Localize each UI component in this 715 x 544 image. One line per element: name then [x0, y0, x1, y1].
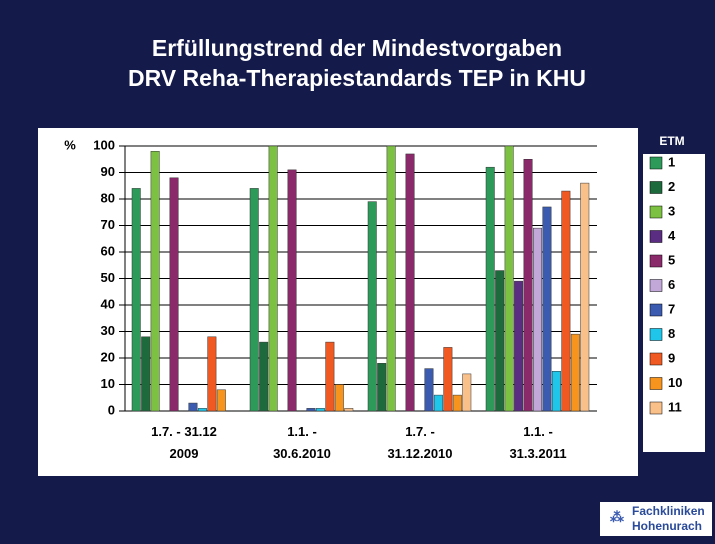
legend-label: 1: [668, 154, 675, 169]
bar: [561, 190, 571, 412]
bar: [570, 333, 580, 412]
legend-label: 4: [668, 228, 676, 243]
bar: [495, 270, 505, 412]
x-tick-label-line: 31.3.2011: [509, 446, 566, 461]
bar: [580, 182, 590, 412]
x-tick-label-line: 1.1. -: [523, 424, 553, 439]
bar: [169, 177, 179, 412]
x-tick-label: 1.7. - 31.12.2010: [387, 424, 452, 461]
legend-label: 8: [668, 326, 675, 341]
y-tick-label: 30: [101, 323, 115, 338]
legend-swatch: [649, 279, 663, 292]
legend-label: 3: [668, 203, 675, 218]
logo-text: Fachkliniken: [632, 504, 705, 518]
bar: [325, 341, 335, 412]
bar: [405, 153, 415, 412]
x-tick-label-line: 1.7. - 31.12: [151, 424, 217, 439]
bar: [259, 341, 269, 412]
bar: [424, 368, 434, 412]
legend-swatch: [649, 328, 663, 341]
legend-swatch: [649, 401, 663, 415]
bar: [377, 363, 387, 412]
bar: [268, 145, 278, 412]
y-tick-label: 60: [101, 243, 115, 258]
bar: [249, 188, 259, 412]
x-tick-label-line: 30.6.2010: [273, 446, 331, 461]
legend-label: 5: [668, 252, 675, 267]
bar: [207, 336, 217, 412]
bar: [131, 188, 141, 412]
legend-swatch: [649, 230, 663, 243]
bar: [344, 408, 354, 412]
bar: [315, 408, 325, 412]
legend-label: 9: [668, 350, 675, 365]
y-tick-label: 50: [101, 270, 115, 285]
bar: [551, 371, 561, 412]
legend-swatch: [649, 205, 663, 219]
y-tick-label: 90: [101, 164, 115, 179]
bar: [287, 169, 297, 412]
chart-title: DRV Reha-Therapiestandards TEP in KHU: [128, 65, 586, 91]
bar: [216, 389, 226, 412]
y-tick-label: 80: [101, 190, 115, 205]
bar: [542, 206, 552, 412]
y-tick-label: 20: [101, 349, 115, 364]
x-tick-label: 1.1. - 30.6.2010: [273, 424, 331, 461]
bar: [386, 145, 396, 412]
legend-label: 11: [668, 399, 682, 414]
logo-text: Hohenurach: [632, 519, 702, 533]
x-tick-label: 1.7. - 31.12 2009: [151, 424, 217, 461]
logo-icon: ⁂: [610, 509, 624, 525]
bar: [514, 280, 524, 412]
bar: [141, 336, 151, 412]
bar: [462, 373, 472, 412]
legend-label: 7: [668, 301, 675, 316]
bar: [433, 394, 443, 412]
legend-label: 6: [668, 277, 675, 292]
legend-swatch: [649, 181, 663, 194]
legend-title: ETM: [659, 134, 684, 148]
y-tick-label: 10: [101, 376, 115, 391]
legend-swatch: [649, 156, 663, 170]
legend-swatch: [649, 254, 663, 268]
legend-swatch: [649, 303, 663, 317]
bar: [334, 384, 344, 412]
y-tick-label: 70: [101, 217, 115, 232]
bar: [533, 227, 542, 412]
x-tick-label: 1.1. - 31.3.2011: [509, 424, 566, 461]
bar: [452, 394, 462, 412]
y-tick-label: 0: [108, 402, 115, 417]
legend-label: 10: [668, 375, 682, 390]
x-tick-label-line: 1.7. -: [405, 424, 435, 439]
legend-swatch: [649, 377, 663, 390]
chart-title: Erfüllungstrend der Mindestvorgaben: [152, 35, 562, 61]
x-tick-label-line: 2009: [170, 446, 199, 461]
y-tick-label: 100: [93, 137, 115, 152]
logo-box: [600, 502, 712, 536]
bar: [504, 145, 514, 412]
x-tick-label-line: 31.12.2010: [387, 446, 452, 461]
bar: [188, 402, 198, 412]
bar: [367, 201, 377, 412]
bar: [523, 159, 533, 412]
legend-label: 2: [668, 179, 675, 194]
bar: [485, 166, 495, 412]
bar: [306, 408, 316, 412]
x-tick-label-line: 1.1. -: [287, 424, 317, 439]
y-axis-label: %: [64, 137, 76, 152]
legend-swatch: [649, 352, 663, 366]
bar: [197, 408, 207, 412]
bar: [443, 347, 453, 412]
bar: [150, 151, 160, 412]
y-tick-label: 40: [101, 296, 115, 311]
